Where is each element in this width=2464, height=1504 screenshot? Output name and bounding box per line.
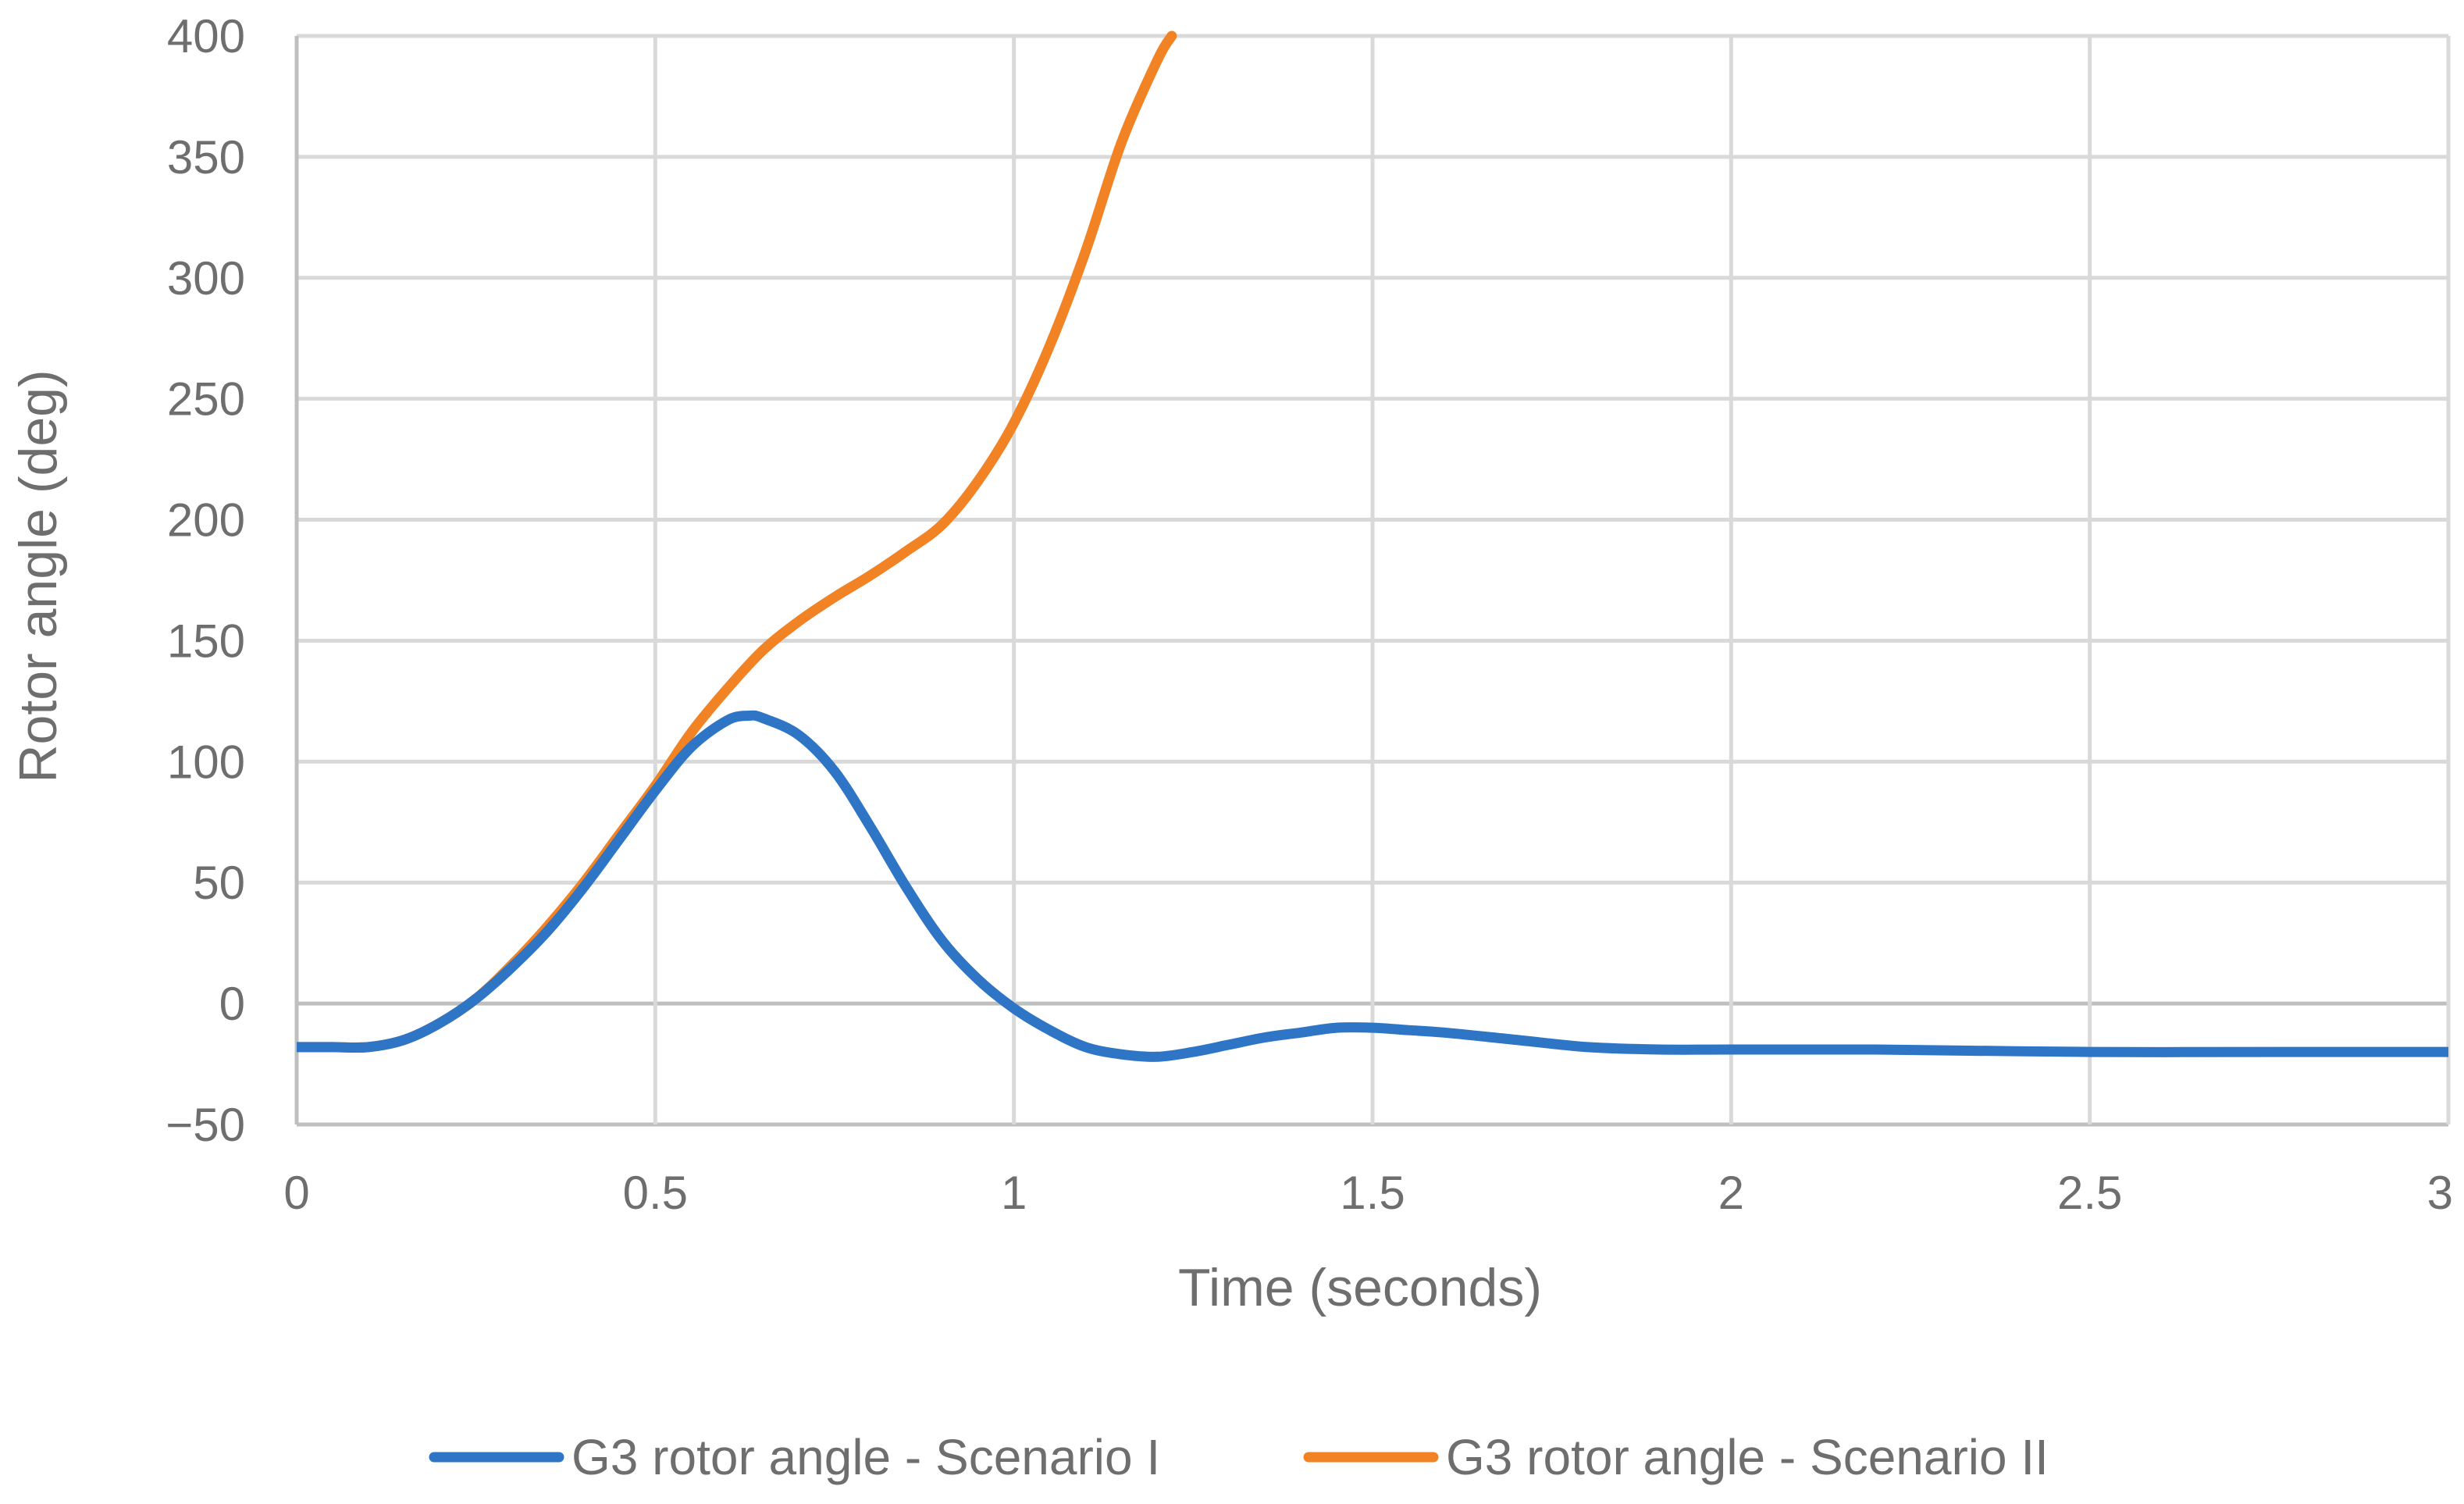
- y-tick-label: 200: [167, 494, 245, 547]
- y-tick-label: 150: [167, 615, 245, 667]
- x-tick-label: 2.5: [2057, 1167, 2122, 1219]
- series-line-1: [297, 710, 2448, 1062]
- x-tick-label: 2: [1718, 1167, 1744, 1219]
- x-tick-label: 1: [1001, 1167, 1027, 1219]
- grid: [294, 34, 2451, 1127]
- x-tick-label: 1.5: [1340, 1167, 1405, 1219]
- x-tick-label: 0: [283, 1167, 309, 1219]
- x-axis-ticks: 0 0.5 1 1.5 2 2.5 3: [283, 1167, 2453, 1219]
- y-tick-label: −50: [166, 1099, 245, 1151]
- y-tick-label: 300: [167, 252, 245, 305]
- legend-label-1: G3 rotor angle - Scenario I: [571, 1429, 1160, 1485]
- y-tick-label: 350: [167, 131, 245, 184]
- y-axis-ticks: 400 350 300 250 200 150 100 50 0 −50: [166, 10, 245, 1151]
- y-tick-label: 250: [167, 373, 245, 426]
- x-tick-label: 3: [2427, 1167, 2453, 1219]
- legend: G3 rotor angle - Scenario I G3 rotor angl…: [429, 1429, 2049, 1485]
- x-axis-title: Time (seconds): [1178, 1258, 1542, 1317]
- y-axis-title: Rotor angle (deg): [9, 369, 68, 782]
- y-tick-label: 0: [219, 978, 245, 1030]
- y-tick-label: 50: [193, 857, 245, 909]
- series-lines: [297, 30, 2448, 1062]
- x-tick-label: 0.5: [623, 1167, 688, 1219]
- y-tick-label: 100: [167, 736, 245, 788]
- series-line-2: [297, 30, 1177, 1053]
- legend-label-2: G3 rotor angle - Scenario II: [1446, 1429, 2049, 1485]
- y-tick-label: 400: [167, 10, 245, 62]
